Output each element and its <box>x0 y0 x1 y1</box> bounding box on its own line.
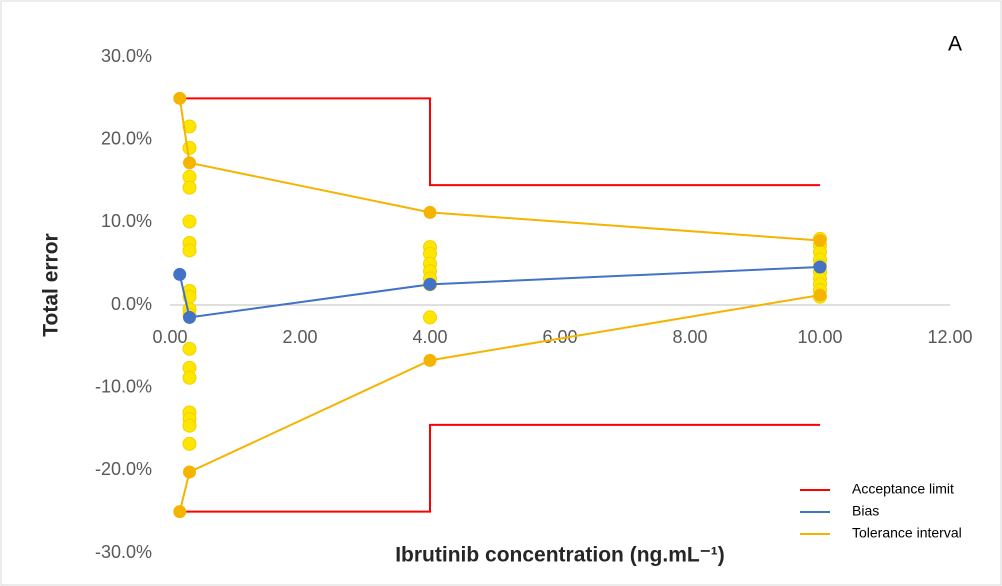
y-tick-label: -30.0% <box>95 542 152 562</box>
data-point <box>183 465 196 479</box>
x-tick-label: 6.00 <box>542 327 577 347</box>
data-point <box>813 234 827 248</box>
data-point <box>183 156 196 170</box>
y-tick-label: 10.0% <box>101 211 152 231</box>
data-point <box>182 370 197 385</box>
data-point <box>182 243 197 258</box>
series-line <box>178 98 821 512</box>
data-point <box>173 91 187 105</box>
data-point <box>813 288 827 302</box>
data-point <box>173 267 187 281</box>
x-tick-label: 4.00 <box>412 327 447 347</box>
data-point <box>173 505 187 519</box>
data-point <box>182 214 197 229</box>
y-axis-title: Total error <box>40 233 63 336</box>
data-point <box>182 341 197 356</box>
y-tick-label: -20.0% <box>95 459 152 479</box>
series-line <box>178 265 821 319</box>
data-point <box>423 353 437 367</box>
data-point <box>423 205 437 219</box>
y-tick-label: 0.0% <box>111 294 152 314</box>
x-tick-label: 12.00 <box>927 327 972 347</box>
y-tick-label: 30.0% <box>101 46 152 66</box>
data-point <box>183 310 196 324</box>
y-tick-label: 20.0% <box>101 128 152 148</box>
data-point <box>813 260 827 274</box>
x-tick-label: 2.00 <box>282 327 317 347</box>
x-tick-label: 8.00 <box>672 327 707 347</box>
data-point <box>182 180 197 195</box>
x-axis-title: Ibrutinib concentration (ng.mL⁻¹) <box>395 544 725 567</box>
x-tick-label: 0.00 <box>152 327 187 347</box>
legend-label: Acceptance limit <box>852 481 954 497</box>
series-line <box>179 97 820 513</box>
data-point <box>182 418 197 433</box>
legend-label: Tolerance interval <box>852 525 962 541</box>
x-tick-label: 10.00 <box>797 327 842 347</box>
data-point <box>182 436 197 451</box>
data-point <box>182 140 197 155</box>
y-tick-label: -10.0% <box>95 376 152 396</box>
data-point <box>423 277 437 291</box>
data-point <box>423 310 437 325</box>
annotation: A <box>948 33 962 56</box>
legend-label: Bias <box>852 503 879 519</box>
